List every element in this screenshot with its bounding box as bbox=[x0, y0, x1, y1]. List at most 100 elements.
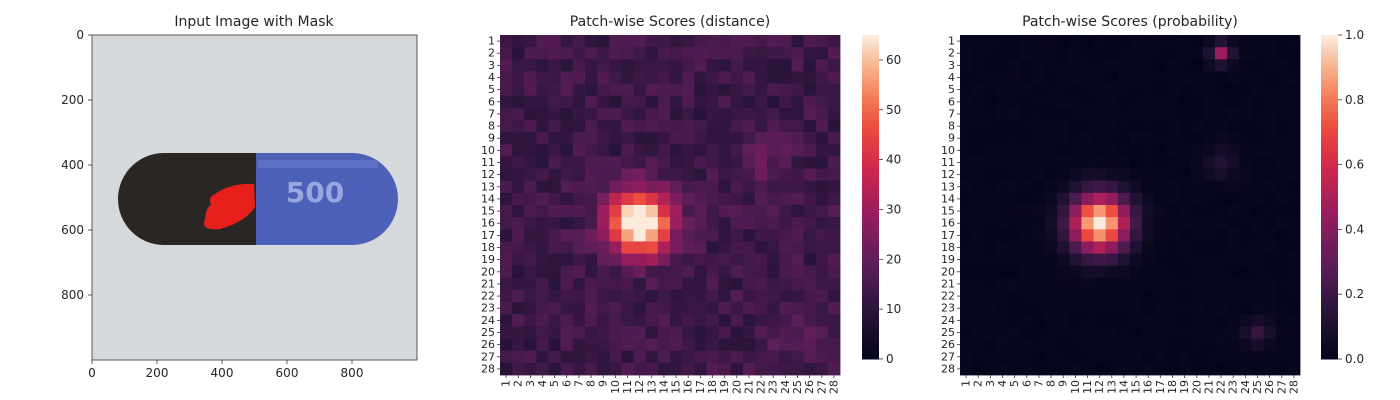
heatmap-cell bbox=[1154, 277, 1167, 291]
heatmap-cell bbox=[972, 95, 985, 109]
heatmap-cell bbox=[1275, 350, 1289, 364]
heatmap-cell bbox=[718, 156, 732, 169]
heatmap-cell bbox=[657, 95, 671, 109]
heatmap-cell bbox=[1069, 168, 1082, 182]
heatmap-cell bbox=[1081, 265, 1094, 279]
heatmap-cell bbox=[827, 326, 841, 339]
heatmap-cell bbox=[536, 217, 549, 230]
y-tick-label: 6 bbox=[948, 95, 955, 108]
heatmap-cell bbox=[1227, 338, 1240, 352]
heatmap-cell bbox=[1142, 35, 1155, 48]
heatmap-cell bbox=[548, 156, 562, 169]
heatmap-cell bbox=[1008, 132, 1022, 145]
heatmap-cell bbox=[984, 47, 997, 60]
y-tick-label: 15 bbox=[481, 205, 495, 218]
heatmap-cell bbox=[706, 302, 719, 315]
colorbar-segment bbox=[862, 180, 879, 186]
heatmap-cell bbox=[984, 302, 997, 315]
heatmap-cell bbox=[742, 290, 756, 303]
heatmap-cell bbox=[1117, 180, 1131, 194]
heatmap-cell bbox=[1093, 192, 1107, 206]
heatmap-cell bbox=[621, 265, 634, 279]
heatmap-cell bbox=[1130, 277, 1143, 291]
colorbar-segment bbox=[1321, 156, 1338, 162]
heatmap-cell bbox=[1008, 290, 1022, 303]
heatmap-cell bbox=[633, 107, 647, 121]
heatmap-cell bbox=[1202, 314, 1216, 327]
y-tick-label: 1 bbox=[488, 35, 495, 48]
colorbar-segment bbox=[1321, 237, 1338, 243]
heatmap-cell bbox=[1287, 326, 1301, 339]
heatmap-cell bbox=[972, 253, 985, 267]
heatmap-cell bbox=[742, 314, 756, 327]
heatmap-cell bbox=[1081, 156, 1094, 169]
heatmap-cell bbox=[1202, 144, 1216, 157]
heatmap-cell bbox=[1117, 95, 1131, 109]
heatmap-cell bbox=[1020, 362, 1034, 376]
heatmap-cell bbox=[706, 47, 719, 60]
heatmap-cell bbox=[1117, 144, 1131, 157]
heatmap-cell bbox=[767, 83, 780, 97]
heatmap-cell bbox=[1008, 253, 1022, 267]
heatmap-cell bbox=[827, 156, 841, 169]
heatmap-cell bbox=[1105, 326, 1119, 339]
heatmap-cell bbox=[1081, 47, 1094, 60]
heatmap-cell bbox=[1202, 47, 1216, 60]
heatmap-cell bbox=[1117, 83, 1131, 97]
heatmap-cell bbox=[827, 350, 841, 364]
heatmap-cell bbox=[815, 314, 829, 327]
heatmap-cell bbox=[779, 35, 792, 48]
capsule-blue-body bbox=[256, 153, 398, 245]
heatmap-cell bbox=[560, 107, 574, 121]
heatmap-cell bbox=[548, 132, 562, 145]
colorbar-segment bbox=[862, 269, 879, 275]
heatmap-cell bbox=[996, 120, 1009, 133]
heatmap-cell bbox=[560, 253, 574, 267]
heatmap-cell bbox=[1166, 277, 1179, 291]
heatmap-cell bbox=[791, 265, 804, 279]
heatmap-cell bbox=[1166, 107, 1179, 121]
heatmap-cell bbox=[670, 290, 683, 303]
y-tick-label: 4 bbox=[948, 71, 955, 84]
heatmap-cell bbox=[585, 180, 598, 194]
heatmap-cell bbox=[548, 180, 562, 194]
heatmap-cell bbox=[755, 168, 768, 182]
heatmap-cell bbox=[560, 350, 574, 364]
heatmap-cell bbox=[572, 180, 586, 194]
heatmap-cell bbox=[512, 350, 525, 364]
heatmap-cell bbox=[972, 326, 985, 339]
heatmap-cell bbox=[512, 132, 525, 145]
heatmap-cell bbox=[1142, 302, 1155, 315]
heatmap-cell bbox=[682, 338, 695, 352]
colorbar-segment bbox=[862, 164, 879, 170]
heatmap-cell bbox=[996, 265, 1009, 279]
heatmap-cell bbox=[1057, 95, 1070, 109]
heatmap-cell bbox=[536, 362, 549, 376]
heatmap-cell bbox=[706, 168, 719, 182]
colorbar-segment bbox=[1321, 136, 1338, 141]
heatmap-cell bbox=[1166, 241, 1179, 254]
heatmap-cell bbox=[742, 229, 756, 242]
colorbar-segment bbox=[1321, 67, 1338, 72]
capsule-highlight bbox=[258, 160, 378, 168]
heatmap-cell bbox=[682, 326, 695, 339]
heatmap-cell bbox=[1057, 59, 1070, 72]
heatmap-cell bbox=[1166, 253, 1179, 267]
heatmap-cell bbox=[1032, 241, 1046, 254]
x-tick-label: 18 bbox=[706, 380, 719, 394]
heatmap-cell bbox=[1287, 265, 1301, 279]
colorbar-segment bbox=[862, 201, 879, 206]
heatmap-cell bbox=[1069, 156, 1082, 169]
heatmap-cell bbox=[1117, 168, 1131, 182]
heatmap-cell bbox=[524, 156, 537, 169]
heatmap-cell bbox=[1178, 120, 1192, 133]
x-tick-label: 27 bbox=[1275, 380, 1288, 394]
heatmap-cell bbox=[585, 314, 598, 327]
heatmap-cell bbox=[1032, 168, 1046, 182]
heatmap-cell bbox=[512, 326, 525, 339]
heatmap-cell bbox=[718, 326, 732, 339]
colorbar-segment bbox=[1321, 51, 1338, 56]
heatmap-cell bbox=[560, 229, 574, 242]
heatmap-cell bbox=[755, 290, 768, 303]
heatmap-cell bbox=[1045, 83, 1058, 97]
